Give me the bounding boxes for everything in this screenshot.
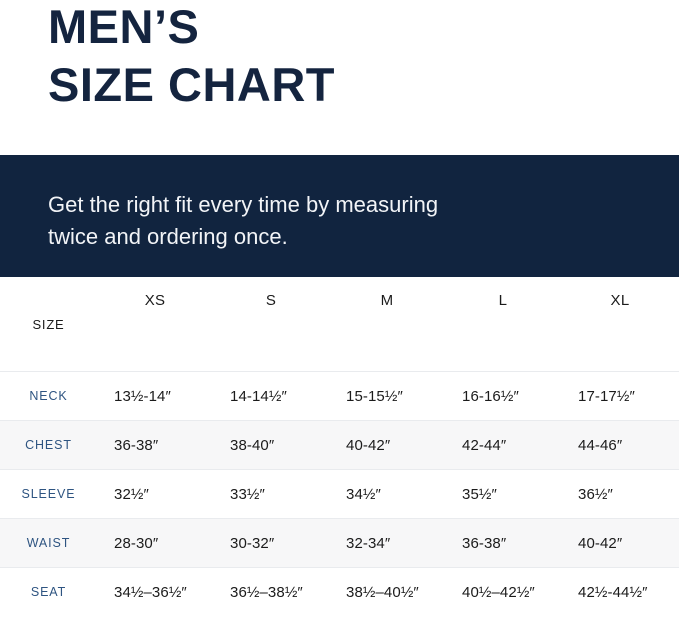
- table-row: SEAT 34½–36½″ 36½–38½″ 38½–40½″ 40½–42½″…: [0, 567, 679, 616]
- size-chart-table: SIZE XS S M L XL NECK 13½-14″ 14-14½″ 15…: [0, 277, 679, 616]
- header-spacer-m: [329, 324, 445, 372]
- size-chart-body: SIZE XS S M L XL NECK 13½-14″ 14-14½″ 15…: [0, 277, 679, 616]
- row-label-sleeve: SLEEVE: [0, 469, 97, 519]
- column-header-l: L: [498, 292, 508, 309]
- cell-sleeve-xl: 36½″: [561, 469, 679, 519]
- cell-sleeve-s: 33½″: [213, 469, 329, 519]
- header-spacer-l: [445, 324, 561, 372]
- cell-chest-m: 40-42″: [329, 420, 445, 470]
- cell-neck-s: 14-14½″: [213, 371, 329, 421]
- cell-seat-xl: 42½-44½″: [561, 567, 679, 616]
- cell-waist-m: 32-34″: [329, 518, 445, 568]
- tagline-line-1: Get the right fit every time by measurin…: [48, 192, 439, 217]
- cell-sleeve-m: 34½″: [329, 469, 445, 519]
- row-label-seat: SEAT: [0, 567, 97, 616]
- cell-waist-xs: 28-30″: [97, 518, 213, 568]
- header-spacer-xl: [561, 324, 679, 372]
- size-corner-label: SIZE: [32, 316, 65, 332]
- cell-neck-xl: 17-17½″: [561, 371, 679, 421]
- page-title-line-1: MEN’S: [48, 0, 200, 53]
- table-row: NECK 13½-14″ 14-14½″ 15-15½″ 16-16½″ 17-…: [0, 371, 679, 421]
- tagline-line-2: twice and ordering once.: [48, 224, 288, 249]
- header-letters-row: SIZE XS S M L XL: [0, 277, 679, 332]
- header-spacer-xs: [97, 324, 213, 372]
- table-row: CHEST 36-38″ 38-40″ 40-42″ 42-44″ 44-46″: [0, 420, 679, 470]
- row-label-chest: CHEST: [0, 420, 97, 470]
- tagline-banner: Get the right fit every time by measurin…: [0, 155, 679, 277]
- cell-chest-xs: 36-38″: [97, 420, 213, 470]
- table-row: SLEEVE 32½″ 33½″ 34½″ 35½″ 36½″: [0, 469, 679, 519]
- header-spacer-s: [213, 324, 329, 372]
- cell-chest-l: 42-44″: [445, 420, 561, 470]
- cell-chest-s: 38-40″: [213, 420, 329, 470]
- table-row: WAIST 28-30″ 30-32″ 32-34″ 36-38″ 40-42″: [0, 518, 679, 568]
- cell-seat-xs: 34½–36½″: [97, 567, 213, 616]
- column-header-xl: XL: [610, 292, 630, 309]
- cell-waist-xl: 40-42″: [561, 518, 679, 568]
- column-header-m: M: [380, 292, 394, 309]
- column-header-s: S: [265, 292, 277, 309]
- row-label-neck: NECK: [0, 371, 97, 421]
- page-title-line-2: SIZE CHART: [48, 58, 335, 111]
- cell-neck-xs: 13½-14″: [97, 371, 213, 421]
- cell-sleeve-xs: 32½″: [97, 469, 213, 519]
- column-header-xs: XS: [144, 292, 166, 309]
- cell-seat-l: 40½–42½″: [445, 567, 561, 616]
- cell-neck-l: 16-16½″: [445, 371, 561, 421]
- page-title-block: MEN’S SIZE CHART: [0, 0, 679, 155]
- cell-seat-m: 38½–40½″: [329, 567, 445, 616]
- cell-waist-s: 30-32″: [213, 518, 329, 568]
- cell-sleeve-l: 35½″: [445, 469, 561, 519]
- cell-waist-l: 36-38″: [445, 518, 561, 568]
- header-spacer-row: [0, 324, 679, 372]
- row-label-waist: WAIST: [0, 518, 97, 568]
- cell-seat-s: 36½–38½″: [213, 567, 329, 616]
- cell-chest-xl: 44-46″: [561, 420, 679, 470]
- cell-neck-m: 15-15½″: [329, 371, 445, 421]
